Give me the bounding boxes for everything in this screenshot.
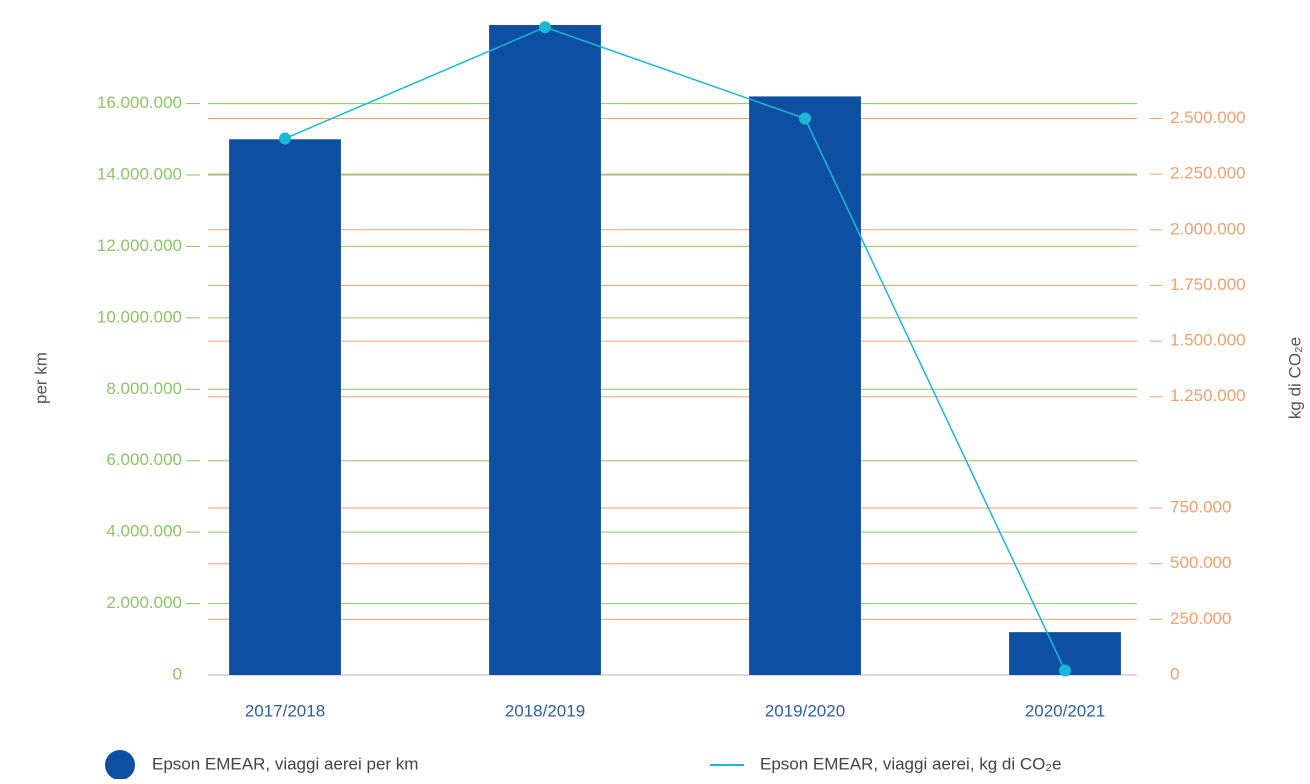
bar <box>489 25 601 675</box>
y-axis-title: per km <box>31 352 50 404</box>
legend-label: Epson EMEAR, viaggi aerei, kg di CO₂e <box>760 754 1061 773</box>
y2-tick-label: 2.000.000 <box>1170 219 1246 238</box>
y2-tick-label: 250.000 <box>1170 609 1231 628</box>
bar <box>229 139 341 676</box>
x-tick-label: 2018/2019 <box>505 701 585 720</box>
x-tick-label: 2017/2018 <box>245 701 325 720</box>
x-tick-label: 2019/2020 <box>765 701 845 720</box>
y-tick-label: 8.000.000 <box>106 379 182 398</box>
line-point <box>1059 664 1071 677</box>
y-tick-label: 16.000.000 <box>97 93 182 112</box>
y-tick-label: 6.000.000 <box>106 450 182 469</box>
y-tick-label: 14.000.000 <box>97 164 182 183</box>
y2-tick-label: 750.000 <box>1170 498 1231 517</box>
y-tick-label: 2.000.000 <box>106 593 182 612</box>
legend-label: Epson EMEAR, viaggi aerei per km <box>152 754 418 773</box>
line <box>284 26 1066 671</box>
line-point <box>279 132 291 145</box>
y2-tick-label: 1.750.000 <box>1170 275 1246 294</box>
y2-axis-title: kg di CO₂e <box>1285 337 1304 419</box>
y-tick-label: 0 <box>173 664 182 683</box>
y2-tick-label: 500.000 <box>1170 553 1231 572</box>
x-tick-label: 2020/2021 <box>1025 701 1105 720</box>
line-point <box>799 112 811 125</box>
y2-tick-label: 2.250.000 <box>1170 164 1246 183</box>
legend-swatch <box>105 750 135 780</box>
y-tick-label: 10.000.000 <box>97 307 182 326</box>
y2-tick-label: 2.500.000 <box>1170 108 1246 127</box>
bar <box>749 96 861 675</box>
y2-tick-label: 1.500.000 <box>1170 331 1246 350</box>
y2-tick-label: 0 <box>1170 664 1179 683</box>
y2-tick-label: 1.250.000 <box>1170 386 1246 405</box>
line-point <box>539 21 551 34</box>
y-tick-label: 4.000.000 <box>106 522 182 541</box>
y-tick-label: 12.000.000 <box>97 236 182 255</box>
